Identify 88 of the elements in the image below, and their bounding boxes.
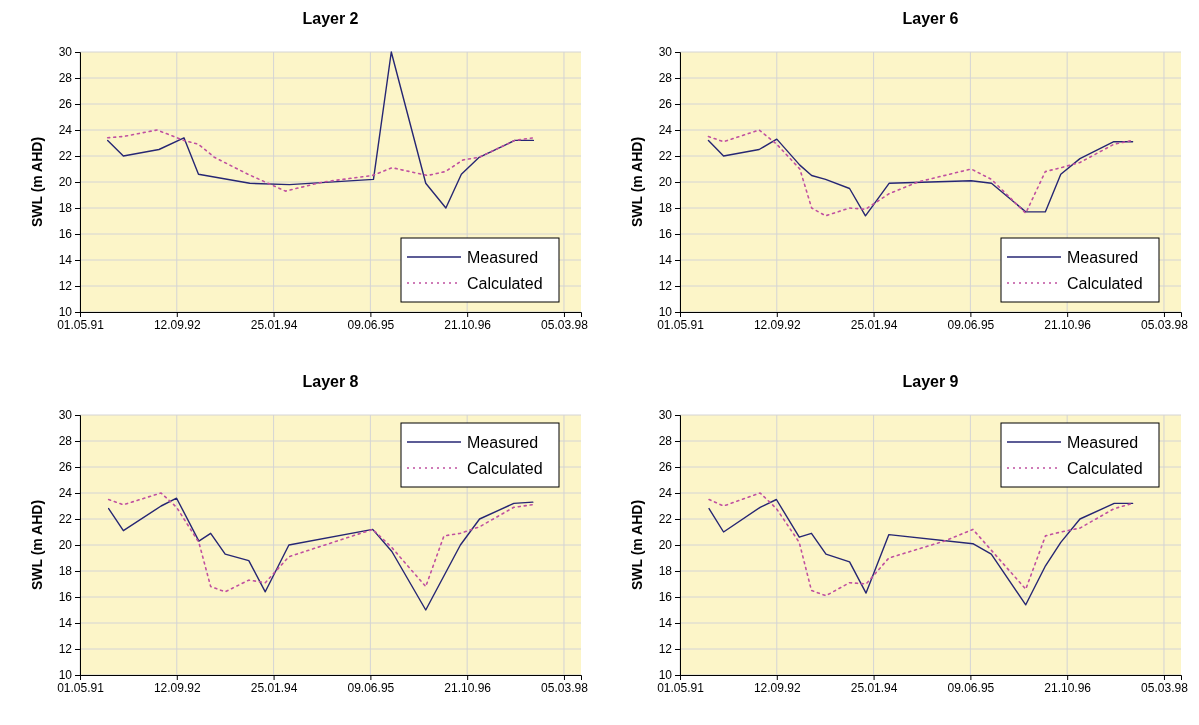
y-tick-label: 10 — [58, 305, 73, 320]
y-tick-label: 18 — [58, 201, 73, 216]
y-tick-label: 12 — [58, 642, 73, 657]
y-tick-label: 16 — [58, 590, 73, 605]
x-tick-label: 21.10.96 — [444, 680, 492, 695]
x-tick-label: 12.09.92 — [753, 317, 801, 332]
y-tick-label: 20 — [58, 538, 73, 553]
y-tick-label: 26 — [658, 460, 673, 475]
y-tick-label: 26 — [58, 460, 73, 475]
y-tick-label: 24 — [658, 123, 673, 138]
x-tick-label: 12.09.92 — [753, 680, 801, 695]
y-axis-title: SWL (m AHD) — [29, 136, 45, 228]
y-tick-label: 12 — [58, 279, 73, 294]
y-tick-label: 14 — [58, 616, 73, 631]
x-tick-label: 25.01.94 — [250, 680, 298, 695]
x-tick-label: 05.03.98 — [541, 680, 589, 695]
x-tick-label: 25.01.94 — [850, 317, 898, 332]
x-tick-label: 05.03.98 — [1141, 680, 1189, 695]
y-axis-title: SWL (m AHD) — [629, 499, 645, 591]
x-tick-label: 09.06.95 — [947, 680, 995, 695]
x-tick-label: 12.09.92 — [153, 317, 201, 332]
x-tick-label: 09.06.95 — [347, 317, 395, 332]
y-tick-label: 10 — [658, 668, 673, 683]
y-tick-label: 30 — [658, 408, 673, 423]
y-tick-label: 26 — [658, 97, 673, 112]
line-series — [107, 492, 534, 593]
y-tick-label: 18 — [658, 201, 673, 216]
legend-label: Calculated — [1067, 460, 1143, 477]
x-tick-label: 01.05.91 — [657, 680, 705, 695]
y-tick-label: 24 — [58, 123, 73, 138]
y-tick-label: 30 — [658, 45, 673, 60]
chart-title: Layer 6 — [902, 10, 959, 27]
chart-title: Layer 8 — [302, 373, 359, 390]
y-tick-label: 22 — [58, 149, 73, 164]
y-tick-label: 28 — [658, 434, 673, 449]
y-tick-label: 16 — [658, 590, 673, 605]
x-tick-label: 21.10.96 — [1044, 680, 1092, 695]
legend-label: Calculated — [1067, 275, 1143, 292]
y-tick-label: 10 — [58, 668, 73, 683]
y-tick-label: 22 — [658, 149, 673, 164]
chart-title: Layer 2 — [302, 10, 359, 27]
y-tick-label: 14 — [658, 253, 673, 268]
y-tick-label: 20 — [658, 538, 673, 553]
x-tick-label: 25.01.94 — [250, 317, 298, 332]
y-tick-label: 12 — [658, 279, 673, 294]
y-tick-label: 18 — [658, 564, 673, 579]
x-tick-label: 09.06.95 — [347, 680, 395, 695]
y-tick-label: 20 — [658, 175, 673, 190]
y-tick-label: 14 — [58, 253, 73, 268]
x-tick-label: 05.03.98 — [541, 317, 589, 332]
y-tick-label: 22 — [58, 512, 73, 527]
y-axis-title: SWL (m AHD) — [29, 499, 45, 591]
x-tick-label: 05.03.98 — [1141, 317, 1189, 332]
y-tick-label: 16 — [58, 227, 73, 242]
y-tick-label: 22 — [658, 512, 673, 527]
y-tick-label: 14 — [658, 616, 673, 631]
x-tick-label: 21.10.96 — [1044, 317, 1092, 332]
chart-title: Layer 9 — [902, 373, 959, 390]
x-tick-label: 09.06.95 — [947, 317, 995, 332]
legend-label: Measured — [467, 249, 539, 266]
line-series — [106, 129, 535, 192]
y-tick-label: 28 — [58, 434, 73, 449]
line-series — [106, 51, 535, 209]
x-tick-label: 12.09.92 — [153, 680, 201, 695]
y-tick-label: 30 — [58, 408, 73, 423]
y-tick-label: 30 — [58, 45, 73, 60]
legend-label: Calculated — [467, 460, 543, 477]
y-axis-title: SWL (m AHD) — [629, 136, 645, 228]
legend-label: Measured — [1067, 434, 1139, 451]
legend-label: Calculated — [467, 275, 543, 292]
y-tick-label: 28 — [58, 71, 73, 86]
y-tick-label: 10 — [658, 305, 673, 320]
x-tick-label: 01.05.91 — [57, 317, 105, 332]
y-tick-label: 26 — [58, 97, 73, 112]
x-tick-label: 25.01.94 — [850, 680, 898, 695]
x-tick-label: 01.05.91 — [57, 680, 105, 695]
x-tick-label: 21.10.96 — [444, 317, 492, 332]
x-tick-label: 01.05.91 — [657, 317, 705, 332]
y-tick-label: 28 — [658, 71, 673, 86]
line-series — [107, 497, 534, 611]
y-tick-label: 24 — [658, 486, 673, 501]
y-tick-label: 20 — [58, 175, 73, 190]
y-tick-label: 16 — [658, 227, 673, 242]
y-tick-label: 12 — [658, 642, 673, 657]
y-tick-label: 24 — [58, 486, 73, 501]
legend-label: Measured — [1067, 249, 1139, 266]
y-tick-label: 18 — [58, 564, 73, 579]
legend-label: Measured — [467, 434, 539, 451]
